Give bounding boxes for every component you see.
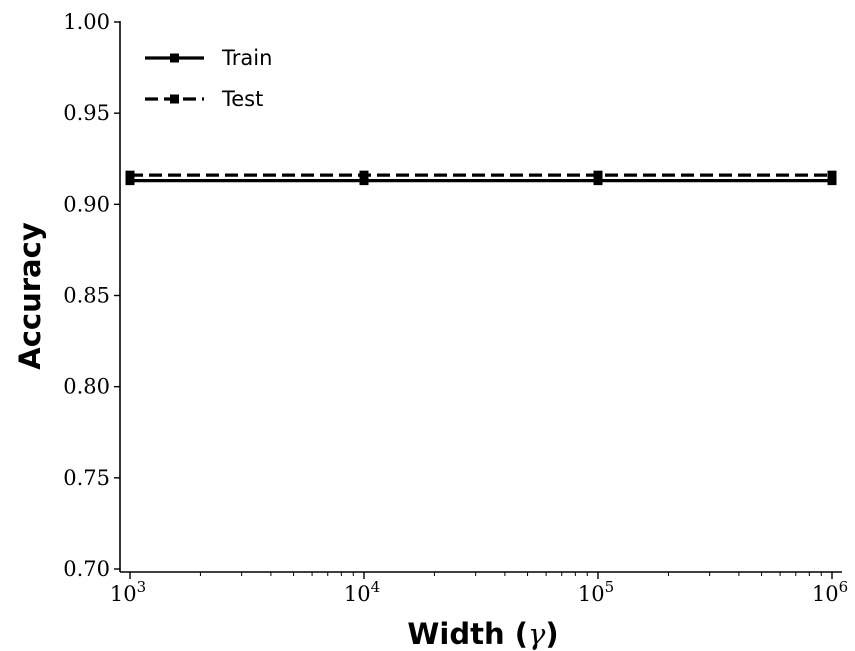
legend-marker	[170, 53, 179, 63]
x-axis-ticks: 103 104 105 106	[110, 572, 848, 606]
data-point-train	[359, 176, 369, 186]
y-tick-label: 0.90	[63, 192, 110, 216]
y-tick-label: 0.80	[63, 375, 110, 399]
y-tick-label: 1.00	[63, 10, 110, 34]
y-tick-label: 0.85	[63, 284, 110, 308]
data-point-train	[125, 176, 135, 186]
series-layer	[125, 170, 837, 186]
data-point-test	[827, 170, 837, 180]
legend-marker	[170, 94, 179, 104]
x-tick-label: 104	[344, 578, 380, 606]
x-axis-title: Width (γ)	[407, 617, 558, 651]
data-point-train	[827, 176, 837, 186]
y-tick-label: 0.75	[63, 466, 110, 490]
y-tick-label: 0.95	[63, 101, 110, 125]
x-tick-label: 105	[578, 578, 614, 606]
x-tick-label: 106	[812, 578, 848, 606]
data-point-test	[359, 170, 369, 180]
legend: Train Test	[145, 46, 272, 111]
x-axis-title-text: Width (	[407, 617, 528, 651]
legend-label-train: Train	[221, 46, 272, 70]
data-point-train	[593, 176, 603, 186]
x-axis-title-gamma: γ	[528, 617, 546, 651]
y-axis-ticks: 0.70 0.75 0.80 0.85 0.90 0.95 1.00	[63, 10, 120, 581]
x-tick-label: 103	[110, 578, 146, 606]
y-tick-label: 0.70	[63, 557, 110, 581]
x-axis-title-close: )	[545, 617, 558, 651]
data-point-test	[125, 170, 135, 180]
legend-label-test: Test	[221, 87, 263, 111]
data-point-test	[593, 170, 603, 180]
y-axis-title: Accuracy	[13, 222, 47, 370]
